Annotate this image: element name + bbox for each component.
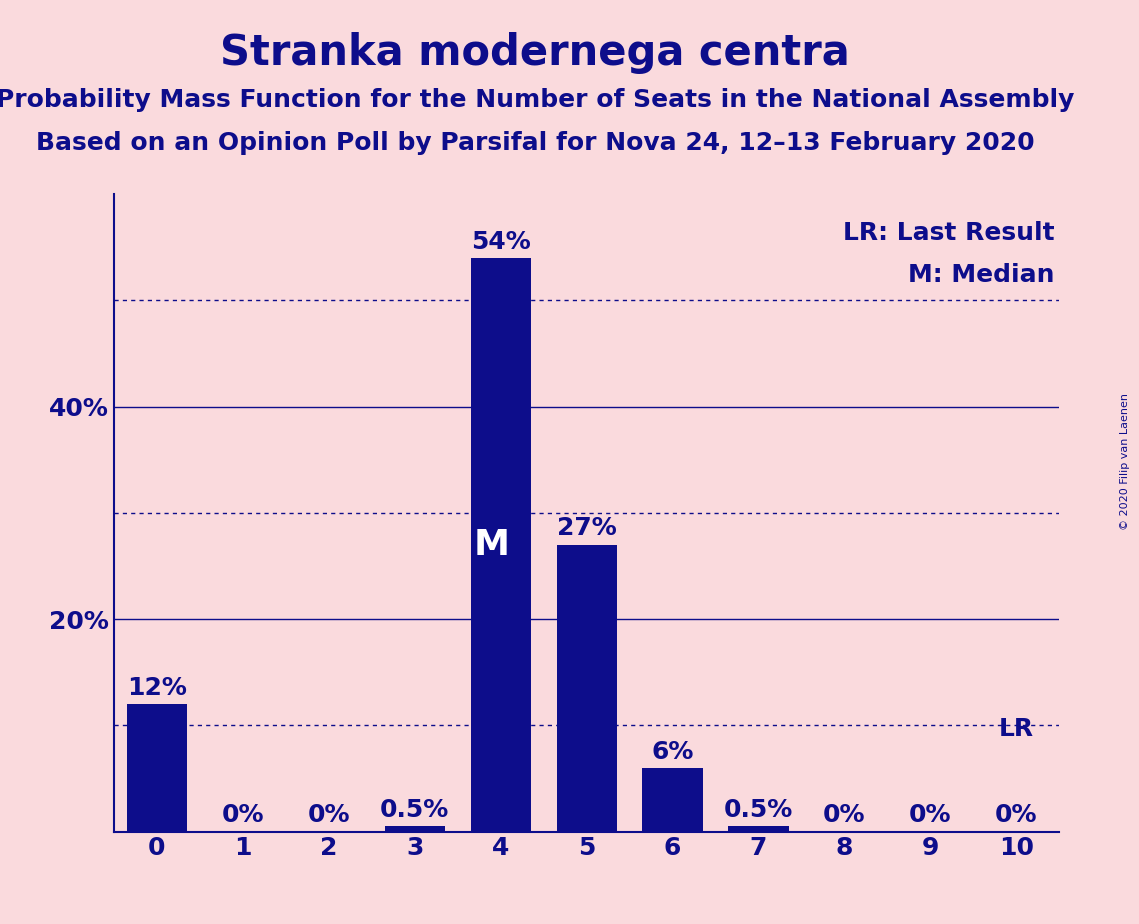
Text: 12%: 12% <box>126 675 187 699</box>
Text: LR: Last Result: LR: Last Result <box>843 221 1055 245</box>
Text: 0%: 0% <box>823 803 866 827</box>
Text: 0%: 0% <box>222 803 264 827</box>
Text: Stranka modernega centra: Stranka modernega centra <box>221 32 850 74</box>
Bar <box>557 544 616 832</box>
Bar <box>385 826 444 832</box>
Bar <box>470 258 531 832</box>
Text: 27%: 27% <box>557 517 616 541</box>
Text: 0%: 0% <box>995 803 1038 827</box>
Text: 0.5%: 0.5% <box>380 798 449 822</box>
Text: M: M <box>474 528 510 562</box>
Text: LR: LR <box>999 717 1034 741</box>
Bar <box>642 768 703 832</box>
Text: 0%: 0% <box>909 803 951 827</box>
Text: M: Median: M: Median <box>909 263 1055 287</box>
Text: © 2020 Filip van Laenen: © 2020 Filip van Laenen <box>1121 394 1130 530</box>
Text: 0.5%: 0.5% <box>724 798 793 822</box>
Bar <box>126 704 187 832</box>
Text: Based on an Opinion Poll by Parsifal for Nova 24, 12–13 February 2020: Based on an Opinion Poll by Parsifal for… <box>36 131 1034 155</box>
Bar <box>729 826 788 832</box>
Text: Probability Mass Function for the Number of Seats in the National Assembly: Probability Mass Function for the Number… <box>0 88 1074 112</box>
Text: 6%: 6% <box>652 739 694 763</box>
Text: 54%: 54% <box>470 229 531 253</box>
Text: 0%: 0% <box>308 803 350 827</box>
